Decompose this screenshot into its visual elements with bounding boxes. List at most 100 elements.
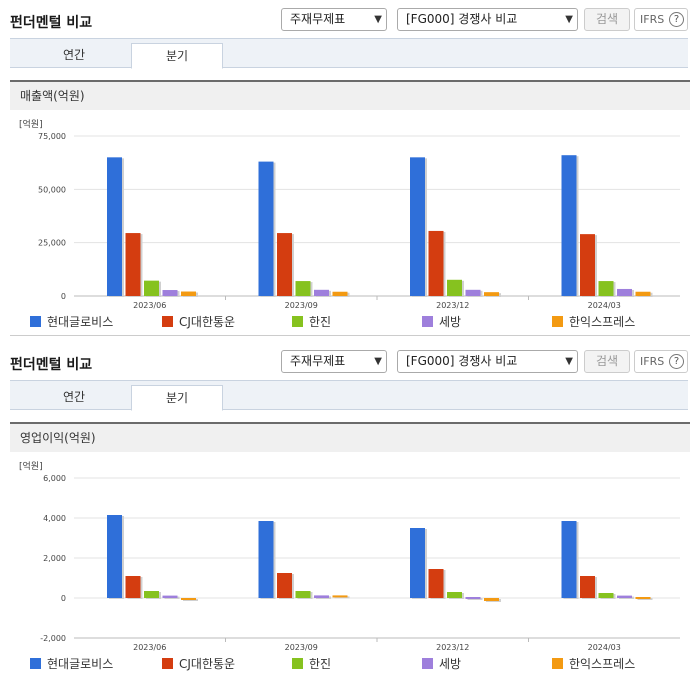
bar[interactable] [332, 291, 348, 296]
legend-item[interactable]: 현대글로비스 [30, 655, 113, 672]
y-tick-label: 0 [61, 292, 66, 301]
fundamental-panel-operating-income: 펀더멘털 비교 주재무제표 ▼ [FG000] 경쟁사 비교 ▼ 검색 IFRS… [0, 342, 696, 671]
bar[interactable] [635, 597, 651, 599]
question-icon: ? [669, 12, 684, 27]
bar[interactable] [617, 595, 632, 598]
bar[interactable] [410, 157, 425, 296]
bar[interactable] [447, 592, 462, 598]
legend-swatch [422, 658, 433, 669]
legend-swatch [162, 316, 173, 327]
legend-swatch [552, 316, 563, 327]
legend-item[interactable]: 세방 [422, 655, 461, 672]
y-tick-label: 2,000 [43, 554, 66, 563]
period-tabs: 연간 분기 [10, 38, 688, 69]
legend-label: 현대글로비스 [47, 657, 114, 671]
question-icon: ? [669, 354, 684, 369]
chart-legend: 현대글로비스 CJ대한통운 한진 세방 한익스프레스 [30, 313, 670, 329]
compare-select-value: [FG000] 경쟁사 비교 [406, 354, 518, 368]
bar[interactable] [580, 234, 595, 296]
bar[interactable] [561, 521, 577, 598]
search-button[interactable]: 검색 [584, 8, 630, 31]
legend-item[interactable]: 한익스프레스 [552, 313, 635, 330]
x-tick-label: 2024/03 [588, 301, 621, 310]
bar[interactable] [125, 233, 141, 296]
y-tick-label: 75,000 [38, 132, 66, 141]
bar[interactable] [635, 291, 651, 296]
bar[interactable] [162, 595, 178, 598]
bar[interactable] [598, 281, 614, 296]
tab-quarterly[interactable]: 분기 [131, 385, 223, 411]
bar[interactable] [617, 288, 632, 296]
bar[interactable] [314, 595, 329, 598]
statement-select-value: 주재무제표 [290, 354, 346, 368]
y-tick-label: 50,000 [38, 185, 66, 194]
bar[interactable] [162, 290, 178, 296]
legend-item[interactable]: 세방 [422, 313, 461, 330]
legend-label: 세방 [439, 315, 462, 329]
bar[interactable] [125, 576, 141, 598]
bar[interactable] [580, 576, 595, 598]
bar[interactable] [107, 157, 122, 296]
bar[interactable] [428, 569, 444, 598]
bar[interactable] [295, 281, 311, 296]
y-tick-label: -2,000 [40, 634, 66, 643]
compare-select[interactable]: [FG000] 경쟁사 비교 ▼ [397, 350, 578, 373]
legend-label: CJ대한통운 [179, 315, 236, 329]
bar[interactable] [258, 521, 274, 598]
bar[interactable] [465, 597, 481, 599]
ifrs-label: IFRS [640, 355, 665, 368]
panel-header: 펀더멘털 비교 주재무제표 ▼ [FG000] 경쟁사 비교 ▼ 검색 IFRS… [0, 342, 696, 378]
bar[interactable] [314, 289, 329, 296]
x-tick-label: 2023/12 [436, 643, 469, 652]
chevron-down-icon: ▼ [565, 14, 573, 25]
chevron-down-icon: ▼ [374, 356, 382, 367]
y-tick-label: 25,000 [38, 239, 66, 248]
bar[interactable] [598, 593, 614, 598]
legend-item[interactable]: CJ대한통운 [162, 313, 235, 330]
tab-quarterly[interactable]: 분기 [131, 43, 223, 69]
legend-item[interactable]: 한익스프레스 [552, 655, 635, 672]
legend-item[interactable]: CJ대한통운 [162, 655, 235, 672]
y-tick-label: 6,000 [43, 474, 66, 483]
bar[interactable] [277, 233, 292, 296]
bar[interactable] [181, 598, 196, 600]
ifrs-help-button[interactable]: IFRS ? [634, 350, 688, 373]
bar[interactable] [410, 528, 425, 598]
metric-title: 매출액(억원) [10, 80, 690, 110]
bar[interactable] [181, 291, 196, 296]
chart-legend: 현대글로비스 CJ대한통운 한진 세방 한익스프레스 [30, 655, 670, 671]
bar[interactable] [277, 573, 292, 598]
x-tick-label: 2023/06 [133, 301, 166, 310]
bar[interactable] [465, 289, 481, 296]
compare-select[interactable]: [FG000] 경쟁사 비교 ▼ [397, 8, 578, 31]
bar[interactable] [258, 161, 274, 296]
statement-select[interactable]: 주재무제표 ▼ [281, 350, 387, 373]
bar[interactable] [144, 280, 159, 296]
legend-label: CJ대한통운 [179, 657, 236, 671]
bar[interactable] [332, 595, 348, 598]
bar[interactable] [447, 279, 462, 296]
panel-title: 펀더멘털 비교 [10, 357, 93, 373]
search-button[interactable]: 검색 [584, 350, 630, 373]
legend-item[interactable]: 한진 [292, 313, 331, 330]
bar[interactable] [484, 292, 499, 296]
bar[interactable] [561, 155, 577, 296]
ifrs-help-button[interactable]: IFRS ? [634, 8, 688, 31]
bar[interactable] [107, 515, 122, 598]
tab-annual[interactable]: 연간 [62, 48, 86, 62]
statement-select[interactable]: 주재무제표 ▼ [281, 8, 387, 31]
bar[interactable] [144, 591, 159, 598]
bar[interactable] [484, 598, 499, 601]
ifrs-label: IFRS [640, 13, 665, 26]
legend-swatch [552, 658, 563, 669]
bar[interactable] [428, 230, 444, 296]
legend-swatch [30, 658, 41, 669]
bar[interactable] [295, 591, 311, 598]
tab-annual[interactable]: 연간 [62, 390, 86, 404]
x-tick-label: 2023/06 [133, 643, 166, 652]
legend-label: 세방 [439, 657, 462, 671]
legend-item[interactable]: 현대글로비스 [30, 313, 113, 330]
legend-swatch [292, 658, 303, 669]
legend-swatch [30, 316, 41, 327]
legend-item[interactable]: 한진 [292, 655, 331, 672]
